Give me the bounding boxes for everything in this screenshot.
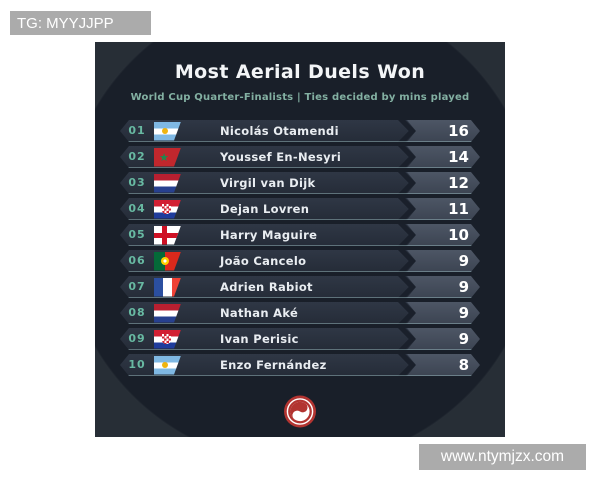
value-tag: 16	[407, 120, 480, 142]
row-value: 9	[458, 330, 469, 348]
bottom-right-watermark-text: www.ntymjzx.com	[440, 448, 565, 465]
flag-portugal	[154, 252, 181, 271]
table-row: 06 João Cancelo 9	[120, 250, 480, 272]
row-background: 04 Dejan Lovren 11	[120, 198, 480, 220]
row-background: 10 Enzo Fernández 8	[120, 354, 480, 376]
row-rank: 06	[128, 254, 146, 267]
row-rank: 10	[128, 358, 146, 371]
flag-croatia	[154, 330, 181, 349]
player-name: Harry Maguire	[220, 228, 318, 242]
row-value: 9	[458, 252, 469, 270]
row-rank: 07	[128, 280, 146, 293]
player-name: Nathan Aké	[220, 306, 299, 320]
value-tag: 10	[407, 224, 480, 246]
row-value: 10	[448, 226, 469, 244]
value-tag: 9	[407, 302, 480, 324]
row-rank: 01	[128, 124, 146, 137]
top-left-watermark-text: TG: MYYJJPP	[17, 14, 114, 32]
row-rank: 08	[128, 306, 146, 319]
table-row: 08 Nathan Aké 9	[120, 302, 480, 324]
row-value: 14	[448, 148, 469, 166]
row-value: 8	[458, 356, 469, 374]
row-rank: 04	[128, 202, 146, 215]
player-name: Enzo Fernández	[220, 358, 327, 372]
row-background: 03 Virgil van Dijk 12	[120, 172, 480, 194]
value-tag: 11	[407, 198, 480, 220]
player-name: Nicolás Otamendi	[220, 124, 339, 138]
player-name: Dejan Lovren	[220, 202, 310, 216]
value-tag: 14	[407, 146, 480, 168]
table-row: 05 Harry Maguire 10	[120, 224, 480, 246]
row-rank: 05	[128, 228, 146, 241]
table-row: 09 Ivan Perisic 9	[120, 328, 480, 350]
ranking-list: 01 Nicolás Otamendi 16 02 Youssef En-Nes…	[120, 120, 480, 376]
player-name: Adrien Rabiot	[220, 280, 313, 294]
value-tag: 9	[407, 276, 480, 298]
row-rank: 03	[128, 176, 146, 189]
page-title: Most Aerial Duels Won	[174, 61, 426, 83]
row-background: 05 Harry Maguire 10	[120, 224, 480, 246]
row-background: 07 Adrien Rabiot 9	[120, 276, 480, 298]
row-rank: 02	[128, 150, 146, 163]
value-tag: 12	[407, 172, 480, 194]
table-row: 01 Nicolás Otamendi 16	[120, 120, 480, 142]
row-value: 9	[458, 278, 469, 296]
table-row: 02 Youssef En-Nesyri 14	[120, 146, 480, 168]
flag-france	[154, 278, 181, 297]
page-subtitle: World Cup Quarter-Finalists | Ties decid…	[130, 92, 470, 103]
row-value: 9	[458, 304, 469, 322]
flag-netherlands	[154, 304, 181, 323]
flag-netherlands	[154, 174, 181, 193]
row-value: 16	[448, 122, 469, 140]
player-name: Ivan Perisic	[220, 332, 299, 346]
flag-england	[154, 226, 181, 245]
value-tag: 9	[407, 250, 480, 272]
value-tag: 9	[407, 328, 480, 350]
stats-panel: Most Aerial Duels Won World Cup Quarter-…	[95, 42, 505, 437]
bottom-right-watermark: www.ntymjzx.com	[419, 444, 586, 470]
table-row: 04 Dejan Lovren 11	[120, 198, 480, 220]
row-background: 09 Ivan Perisic 9	[120, 328, 480, 350]
player-name: Virgil van Dijk	[220, 176, 316, 190]
flag-croatia	[154, 200, 181, 219]
player-name: João Cancelo	[220, 254, 307, 268]
row-background: 02 Youssef En-Nesyri 14	[120, 146, 480, 168]
player-name: Youssef En-Nesyri	[220, 150, 342, 164]
table-row: 10 Enzo Fernández 8	[120, 354, 480, 376]
row-background: 08 Nathan Aké 9	[120, 302, 480, 324]
row-value: 11	[448, 200, 469, 218]
row-value: 12	[448, 174, 469, 192]
row-background: 01 Nicolás Otamendi 16	[120, 120, 480, 142]
flag-argentina	[154, 356, 181, 375]
value-tag: 8	[407, 354, 480, 376]
flag-morocco	[154, 148, 181, 167]
row-background: 06 João Cancelo 9	[120, 250, 480, 272]
table-row: 03 Virgil van Dijk 12	[120, 172, 480, 194]
flag-argentina	[154, 122, 181, 141]
table-row: 07 Adrien Rabiot 9	[120, 276, 480, 298]
row-rank: 09	[128, 332, 146, 345]
top-left-watermark: TG: MYYJJPP	[10, 11, 151, 35]
brand-logo-icon	[284, 395, 316, 428]
